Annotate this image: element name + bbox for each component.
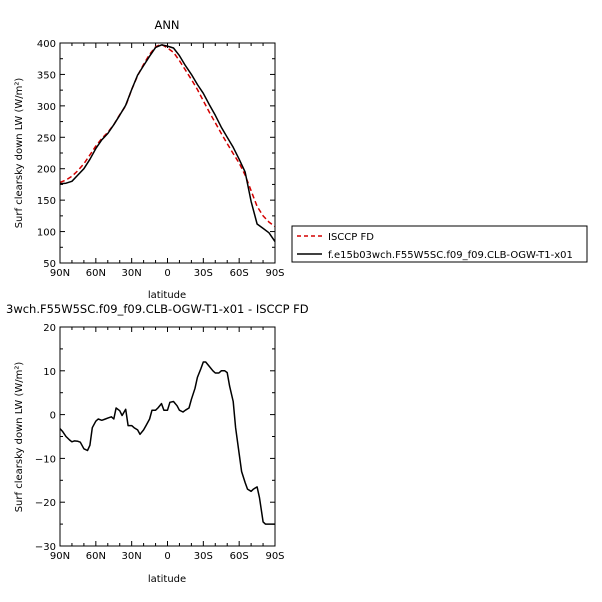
legend-box: [291, 225, 588, 263]
y-tick-label: 200: [37, 165, 56, 176]
bottom-panel-frame: [59, 326, 276, 547]
series-line-model: [59, 361, 275, 525]
y-tick-label: 350: [37, 70, 56, 81]
legend-label-obs: ISCCP FD: [328, 232, 374, 243]
y-tick-label: 10: [43, 367, 56, 378]
y-tick-label: 0: [50, 411, 56, 422]
top-panel-title: ANN: [154, 18, 179, 32]
x-tick-label: 30S: [194, 268, 213, 279]
y-tick-label: 300: [37, 102, 56, 113]
x-tick-label: 90N: [50, 268, 70, 279]
bottom-panel-ylabel: Surf clearsky down LW (W/m²): [14, 362, 25, 513]
x-tick-label: 90S: [265, 551, 284, 562]
top-panel-ylabel: Surf clearsky down LW (W/m²): [14, 78, 25, 229]
x-tick-label: 90S: [265, 268, 284, 279]
y-tick-label: 20: [43, 323, 56, 334]
bottom-panel-xlabel: latitude: [148, 574, 186, 585]
y-tick-label: −10: [35, 454, 56, 465]
x-tick-label: 30N: [122, 551, 142, 562]
y-tick-label: 100: [37, 228, 56, 239]
x-tick-label: 60N: [86, 268, 106, 279]
bottom-panel-title: 3wch.F55W5SC.f09_f09.CLB-OGW-T1-x01 - IS…: [6, 302, 309, 316]
x-tick-label: 90N: [50, 551, 70, 562]
x-tick-label: 0: [164, 551, 170, 562]
legend-label-model: f.e15b03wch.F55W5SC.f09_f09.CLB-OGW-T1-x…: [328, 250, 573, 261]
bottom-panel: 3wch.F55W5SC.f09_f09.CLB-OGW-T1-x01 - IS…: [6, 302, 309, 585]
y-tick-label: −20: [35, 498, 56, 509]
bottom-panel-series: [59, 361, 275, 525]
x-tick-label: 60S: [230, 551, 249, 562]
y-tick-label: 400: [37, 39, 56, 50]
x-tick-label: 0: [164, 268, 170, 279]
top-panel-frame: [59, 42, 276, 264]
x-tick-label: 60N: [86, 551, 106, 562]
series-line-isccp-fd: [59, 43, 276, 228]
x-tick-label: 30S: [194, 551, 213, 562]
legend: ISCCP FD f.e15b03wch.F55W5SC.f09_f09.CLB…: [291, 225, 588, 263]
series-line-model: [59, 44, 276, 243]
x-tick-label: 60S: [230, 268, 249, 279]
y-tick-label: −30: [35, 542, 56, 553]
top-panel-ticks: 90N 60N 30N 0 30S 60S 90S 50 100 150 200 250 300 350 4…: [37, 39, 285, 279]
top-panel-series: [59, 43, 276, 243]
y-tick-label: 150: [37, 196, 56, 207]
y-tick-label: 50: [43, 259, 56, 270]
y-tick-label: 250: [37, 133, 56, 144]
top-panel-xlabel: latitude: [148, 290, 186, 301]
top-panel: ANN Surf clearsky down LW (W/m²) 90N 60N 3…: [14, 18, 588, 301]
bottom-panel-ticks: 90N 60N 30N 0 30S 60S 90S −30 −20 −10 0 10 20: [35, 323, 285, 562]
x-tick-label: 30N: [122, 268, 142, 279]
